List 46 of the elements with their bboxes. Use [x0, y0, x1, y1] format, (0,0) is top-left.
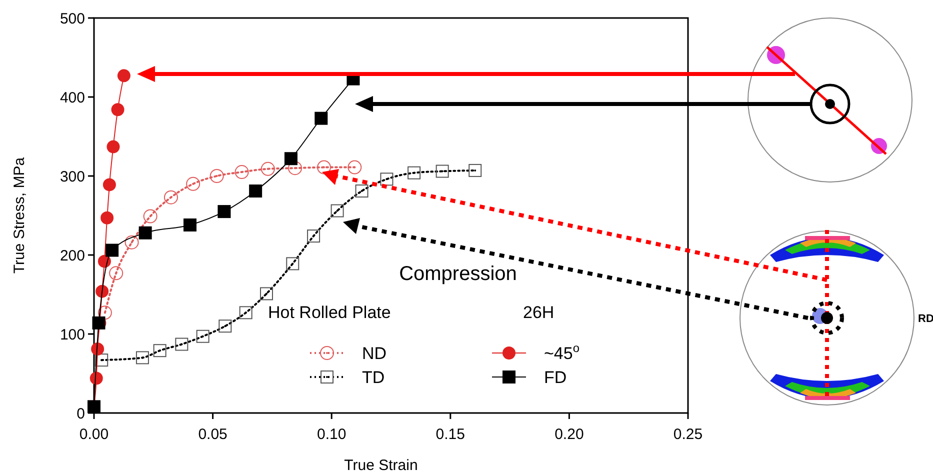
annotation: 26H	[523, 303, 554, 322]
y-tick-label: 500	[60, 10, 85, 28]
point	[210, 169, 224, 183]
point	[314, 112, 328, 125]
legend-label: FD	[544, 368, 567, 387]
y-tick-label: 400	[60, 89, 85, 106]
legend-label: TD	[362, 368, 385, 387]
x-tick-label: 0.20	[554, 426, 584, 443]
x-tick-label: 0.15	[436, 426, 465, 443]
point	[249, 184, 262, 198]
point	[316, 160, 331, 174]
y-tick-label: 100	[60, 326, 85, 344]
x-tick-label: 0.05	[198, 426, 228, 443]
y-tick-label: 0	[76, 405, 85, 422]
annotation: Compression	[399, 263, 517, 285]
x-tick-label: 0.00	[79, 426, 109, 443]
x-tick-label: 0.25	[673, 426, 703, 443]
point	[102, 178, 116, 192]
point	[117, 69, 130, 82]
point	[111, 103, 124, 116]
x-tick-label: 0.10	[317, 426, 346, 443]
y-tick-label: 300	[60, 168, 85, 186]
point	[183, 218, 196, 232]
point	[124, 235, 139, 250]
point	[143, 209, 158, 224]
point	[164, 190, 178, 204]
point	[234, 165, 249, 180]
point	[106, 140, 120, 154]
annotation: Hot Rolled Plate	[268, 303, 391, 322]
point	[288, 161, 302, 176]
text: RD	[918, 313, 933, 325]
legend-label: ~45$^{o}$	[544, 340, 580, 363]
point	[186, 176, 200, 191]
point	[109, 266, 124, 280]
y-axis-title: True Stress, MPa	[11, 156, 28, 274]
y-tick-label: 200	[60, 247, 85, 264]
point	[138, 226, 152, 240]
legend-label: ND	[362, 344, 387, 363]
point	[218, 205, 231, 218]
point	[260, 162, 275, 176]
point	[106, 244, 119, 257]
point	[348, 160, 362, 174]
x-axis-title: True Strain	[344, 457, 418, 474]
point	[100, 211, 114, 224]
point	[98, 306, 112, 320]
point	[284, 152, 298, 166]
